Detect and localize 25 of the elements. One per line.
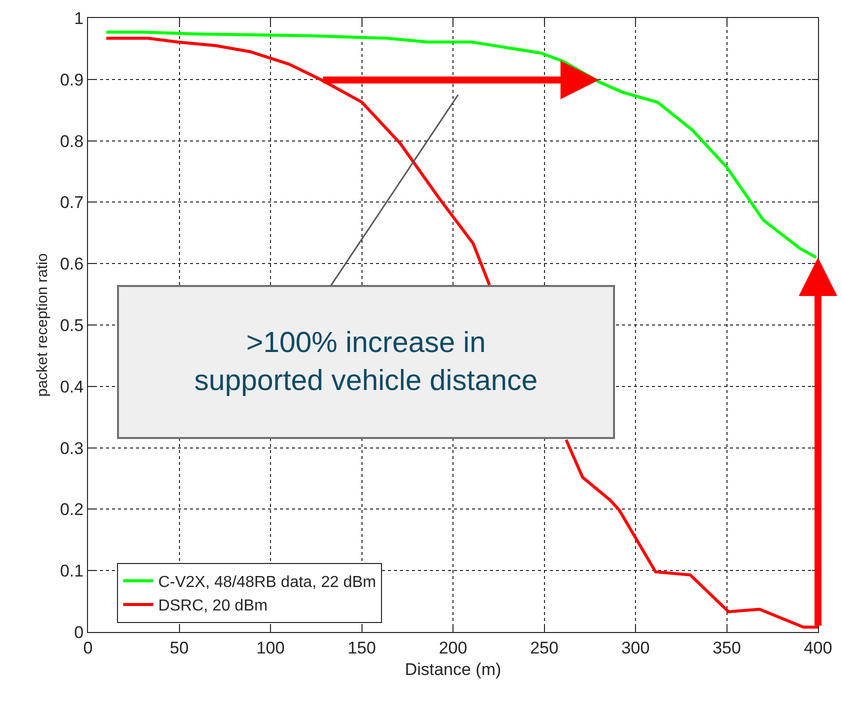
y-tick-label: 0.8 (60, 132, 84, 151)
y-tick-label: 0.5 (60, 316, 84, 335)
y-axis-title: packet reception ratio (34, 253, 52, 397)
x-axis-title: Distance (m) (404, 660, 502, 679)
x-tick-label: 150 (348, 638, 376, 658)
y-tick-label: 0.3 (60, 438, 84, 458)
x-tick-label: 50 (170, 638, 189, 658)
x-tick-label: 300 (621, 638, 650, 658)
y-tick-label: 0 (74, 622, 84, 642)
legend-label: DSRC, 20 dBm (158, 598, 268, 615)
x-tick-label: 400 (804, 638, 832, 658)
y-tick-label: 0.4 (60, 377, 84, 396)
annotation: >100% increase in supported vehicle distance (194, 327, 538, 397)
y-tick-label: 1 (74, 8, 84, 28)
x-tick-label: 250 (530, 638, 558, 658)
x-tick-label: 350 (712, 638, 741, 658)
callout-box: >100% increase in supported vehicle distance (117, 285, 615, 439)
x-tick-label: 200 (438, 638, 468, 658)
y-tick-label: 0.9 (60, 70, 84, 90)
x-tick-label: 100 (256, 638, 285, 658)
y-tick-label: 0.2 (60, 500, 84, 520)
legend-label: C-V2X, 48/48RB data, 22 dBm (158, 574, 376, 591)
y-tick-label: 0.7 (60, 193, 84, 212)
y-tick-label: 0.6 (60, 254, 84, 274)
y-tick-label: 0.1 (60, 562, 84, 581)
